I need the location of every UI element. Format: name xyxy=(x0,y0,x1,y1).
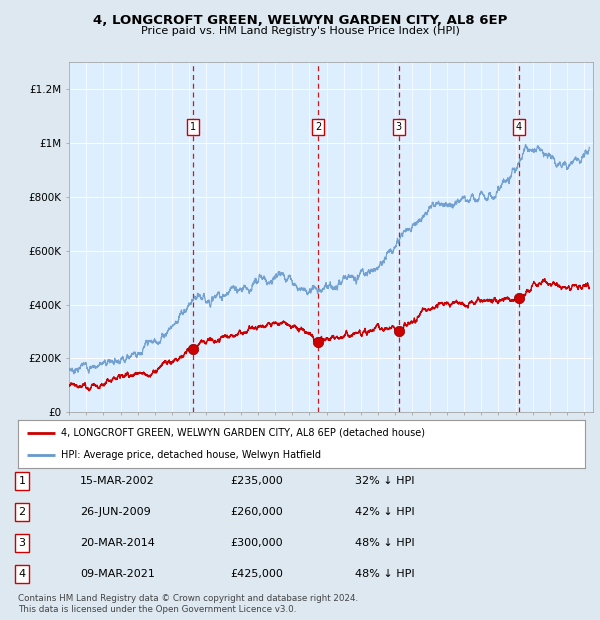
Text: HPI: Average price, detached house, Welwyn Hatfield: HPI: Average price, detached house, Welw… xyxy=(61,450,320,460)
Text: 15-MAR-2002: 15-MAR-2002 xyxy=(80,476,155,486)
Text: £235,000: £235,000 xyxy=(230,476,283,486)
Text: £300,000: £300,000 xyxy=(230,538,283,548)
Text: £425,000: £425,000 xyxy=(230,569,283,579)
Text: 26-JUN-2009: 26-JUN-2009 xyxy=(80,507,151,517)
Text: Price paid vs. HM Land Registry's House Price Index (HPI): Price paid vs. HM Land Registry's House … xyxy=(140,26,460,36)
Text: 3: 3 xyxy=(395,122,402,131)
Text: Contains HM Land Registry data © Crown copyright and database right 2024.: Contains HM Land Registry data © Crown c… xyxy=(18,593,358,603)
Text: 48% ↓ HPI: 48% ↓ HPI xyxy=(355,569,415,579)
Text: 1: 1 xyxy=(190,122,196,131)
Text: 42% ↓ HPI: 42% ↓ HPI xyxy=(355,507,415,517)
Text: 09-MAR-2021: 09-MAR-2021 xyxy=(80,569,155,579)
Text: 32% ↓ HPI: 32% ↓ HPI xyxy=(355,476,415,486)
Text: 2: 2 xyxy=(19,507,26,517)
Text: 2: 2 xyxy=(315,122,321,131)
Text: 3: 3 xyxy=(19,538,25,548)
Text: 4, LONGCROFT GREEN, WELWYN GARDEN CITY, AL8 6EP (detached house): 4, LONGCROFT GREEN, WELWYN GARDEN CITY, … xyxy=(61,428,425,438)
Text: £260,000: £260,000 xyxy=(230,507,283,517)
Text: 4: 4 xyxy=(516,122,522,131)
Text: 48% ↓ HPI: 48% ↓ HPI xyxy=(355,538,415,548)
Text: 1: 1 xyxy=(19,476,25,486)
Text: 4: 4 xyxy=(19,569,26,579)
Text: This data is licensed under the Open Government Licence v3.0.: This data is licensed under the Open Gov… xyxy=(18,604,296,614)
Text: 20-MAR-2014: 20-MAR-2014 xyxy=(80,538,155,548)
Text: 4, LONGCROFT GREEN, WELWYN GARDEN CITY, AL8 6EP: 4, LONGCROFT GREEN, WELWYN GARDEN CITY, … xyxy=(93,14,507,27)
